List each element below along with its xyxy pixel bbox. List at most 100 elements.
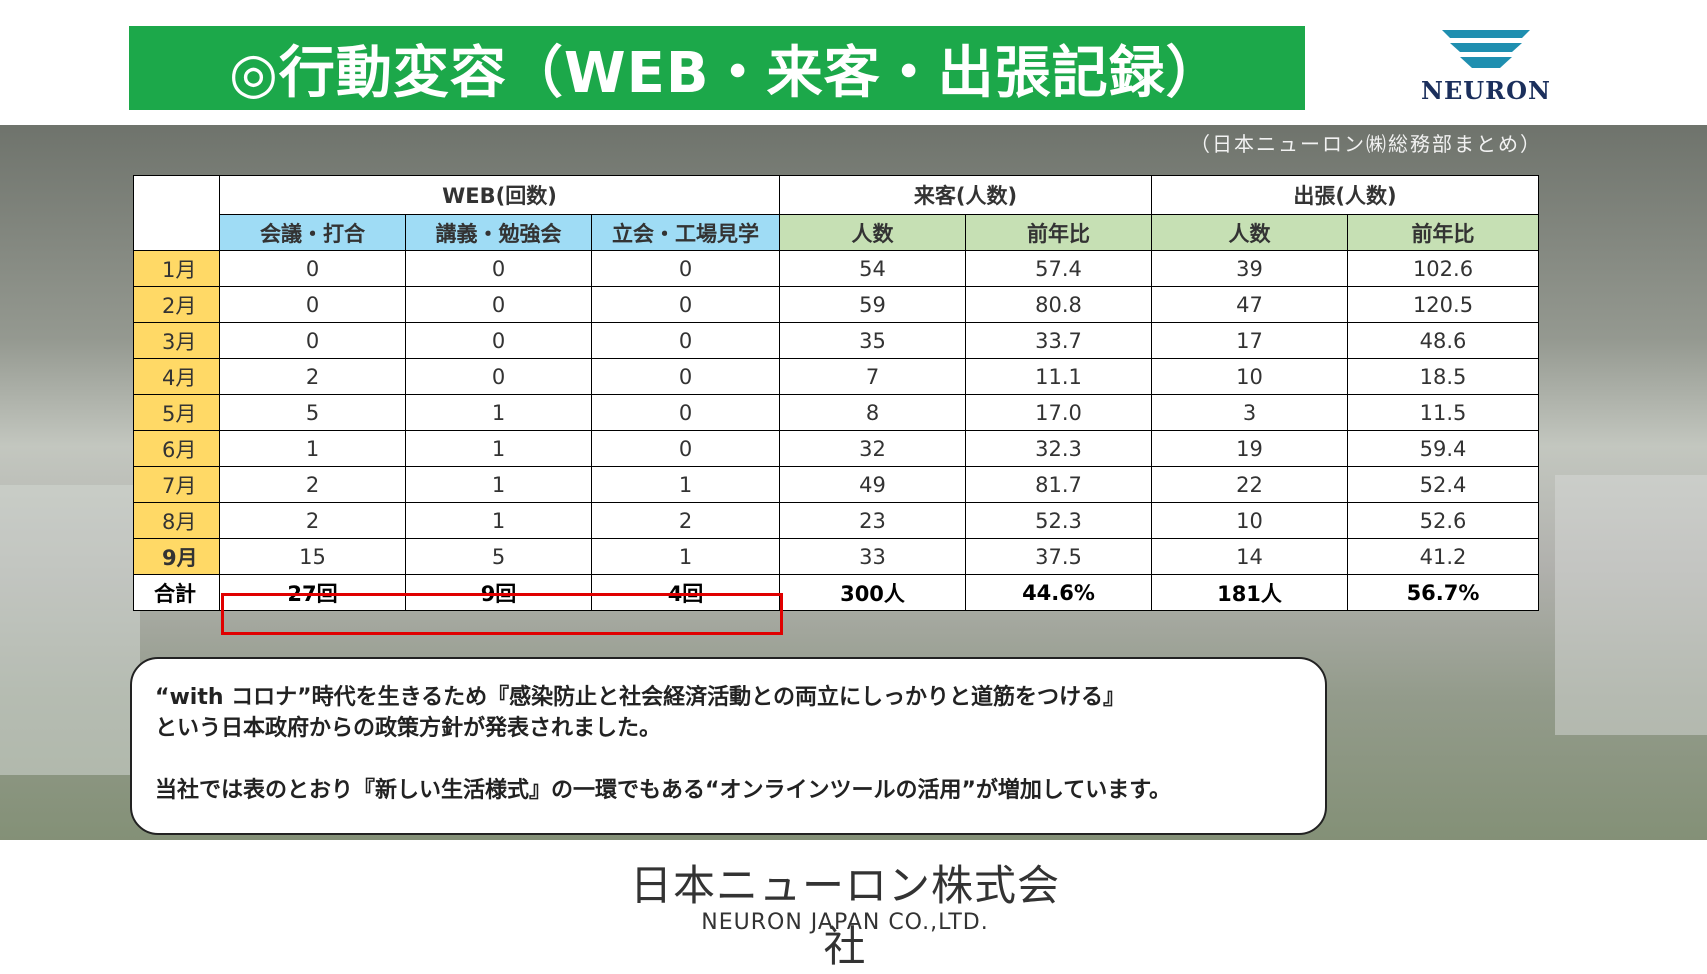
col-header-visitors-yoy: 前年比 — [965, 214, 1152, 251]
company-name-jp: 日本ニューロン株式会社 — [629, 861, 1060, 971]
note-line-1: “with コロナ”時代を生きるため『感染防止と社会経済活動との両立にしっかりと… — [155, 685, 1125, 710]
table-row: 2月 0 0 0 59 80.8 47 120.5 — [133, 286, 1539, 323]
visitors-cell: 59 — [779, 286, 966, 323]
col-header-meetings: 会議・打合 — [219, 214, 406, 251]
trips-yoy-cell: 52.4 — [1347, 466, 1539, 503]
seminars-cell: 1 — [405, 394, 592, 431]
company-name-en: NEURON JAPAN CO.,LTD. — [701, 910, 989, 935]
visitors-cell: 23 — [779, 502, 966, 539]
web-group-header: WEB(回数) — [219, 175, 780, 215]
col-header-visitors-count: 人数 — [779, 214, 966, 251]
trips-cell: 10 — [1151, 502, 1348, 539]
seminars-cell: 0 — [405, 322, 592, 359]
seminars-cell: 1 — [405, 502, 592, 539]
month-cell: 8月 — [133, 502, 220, 539]
trips-cell: 39 — [1151, 250, 1348, 287]
table-row: 7月 2 1 1 49 81.7 22 52.4 — [133, 466, 1539, 503]
total-seminars: 9回 — [405, 574, 592, 611]
total-visitors-yoy: 44.6% — [965, 574, 1152, 611]
visitors-group-header: 来客(人数) — [779, 175, 1152, 215]
visitors-yoy-cell: 57.4 — [965, 250, 1152, 287]
seminars-cell: 1 — [405, 430, 592, 467]
visitors-cell: 49 — [779, 466, 966, 503]
table-row: 5月 5 1 0 8 17.0 3 11.5 — [133, 394, 1539, 431]
visitors-yoy-cell: 33.7 — [965, 322, 1152, 359]
visitors-yoy-cell: 17.0 — [965, 394, 1152, 431]
trips-yoy-cell: 52.6 — [1347, 502, 1539, 539]
total-trips-yoy: 56.7% — [1347, 574, 1539, 611]
visitors-yoy-cell: 32.3 — [965, 430, 1152, 467]
month-cell: 9月 — [133, 538, 220, 575]
visitors-yoy-cell: 80.8 — [965, 286, 1152, 323]
table-row: 1月 0 0 0 54 57.4 39 102.6 — [133, 250, 1539, 287]
meetings-cell: 2 — [219, 358, 406, 395]
inspections-cell: 2 — [591, 502, 780, 539]
meetings-cell: 2 — [219, 466, 406, 503]
note-line-2: という日本政府からの政策方針が発表されました。 — [155, 716, 662, 741]
seminars-cell: 1 — [405, 466, 592, 503]
total-label: 合計 — [133, 574, 220, 611]
seminars-cell: 0 — [405, 250, 592, 287]
month-cell: 6月 — [133, 430, 220, 467]
trips-yoy-cell: 48.6 — [1347, 322, 1539, 359]
trips-yoy-cell: 102.6 — [1347, 250, 1539, 287]
table-row: 9月 15 5 1 33 37.5 14 41.2 — [133, 538, 1539, 575]
visitors-cell: 33 — [779, 538, 966, 575]
trips-yoy-cell: 41.2 — [1347, 538, 1539, 575]
logo-text: NEURON — [1421, 76, 1551, 105]
inspections-cell: 1 — [591, 538, 780, 575]
trips-cell: 19 — [1151, 430, 1348, 467]
meetings-cell: 2 — [219, 502, 406, 539]
neuron-logo: NEURON — [1396, 20, 1576, 106]
trips-cell: 10 — [1151, 358, 1348, 395]
month-cell: 1月 — [133, 250, 220, 287]
page-title-text: ◎行動変容（WEB・来客・出張記録） — [229, 40, 1223, 106]
month-cell: 7月 — [133, 466, 220, 503]
table-row: 4月 2 0 0 7 11.1 10 18.5 — [133, 358, 1539, 395]
source-credit: （日本ニューロン㈱総務部まとめ） — [1190, 132, 1542, 156]
seminars-cell: 5 — [405, 538, 592, 575]
note-spacer — [155, 744, 1325, 775]
corner-cell — [133, 175, 220, 251]
month-cell: 2月 — [133, 286, 220, 323]
meetings-cell: 15 — [219, 538, 406, 575]
trips-cell: 14 — [1151, 538, 1348, 575]
inspections-cell: 0 — [591, 430, 780, 467]
total-inspections: 4回 — [591, 574, 780, 611]
visitors-cell: 35 — [779, 322, 966, 359]
meetings-cell: 0 — [219, 286, 406, 323]
trips-yoy-cell: 18.5 — [1347, 358, 1539, 395]
building-left — [0, 485, 140, 775]
trips-group-header: 出張(人数) — [1151, 175, 1539, 215]
total-meetings: 27回 — [219, 574, 406, 611]
col-header-seminars: 講義・勉強会 — [405, 214, 592, 251]
visitors-cell: 32 — [779, 430, 966, 467]
visitors-yoy-cell: 11.1 — [965, 358, 1152, 395]
total-trips: 181人 — [1151, 574, 1348, 611]
seminars-cell: 0 — [405, 286, 592, 323]
visitors-yoy-cell: 37.5 — [965, 538, 1152, 575]
note-line-3: 当社では表のとおり『新しい生活様式』の一環でもある“オンラインツールの活用”が増… — [155, 778, 1172, 803]
activity-table: WEB(回数) 来客(人数) 出張(人数) 会議・打合 講義・勉強会 立会・工場… — [133, 175, 1539, 611]
meetings-cell: 0 — [219, 250, 406, 287]
visitors-yoy-cell: 81.7 — [965, 466, 1152, 503]
trips-yoy-cell: 120.5 — [1347, 286, 1539, 323]
meetings-cell: 5 — [219, 394, 406, 431]
inspections-cell: 0 — [591, 322, 780, 359]
table-row: 6月 1 1 0 32 32.3 19 59.4 — [133, 430, 1539, 467]
trips-yoy-cell: 11.5 — [1347, 394, 1539, 431]
trips-cell: 3 — [1151, 394, 1348, 431]
col-header-trips-count: 人数 — [1151, 214, 1348, 251]
inspections-cell: 1 — [591, 466, 780, 503]
meetings-cell: 1 — [219, 430, 406, 467]
trips-yoy-cell: 59.4 — [1347, 430, 1539, 467]
building-right — [1555, 475, 1707, 735]
col-header-inspections: 立会・工場見学 — [591, 214, 780, 251]
visitors-cell: 7 — [779, 358, 966, 395]
inspections-cell: 0 — [591, 358, 780, 395]
col-header-trips-yoy: 前年比 — [1347, 214, 1539, 251]
trips-cell: 22 — [1151, 466, 1348, 503]
page-title: ◎行動変容（WEB・来客・出張記録） — [129, 26, 1305, 110]
visitors-yoy-cell: 52.3 — [965, 502, 1152, 539]
table-row: 3月 0 0 0 35 33.7 17 48.6 — [133, 322, 1539, 359]
